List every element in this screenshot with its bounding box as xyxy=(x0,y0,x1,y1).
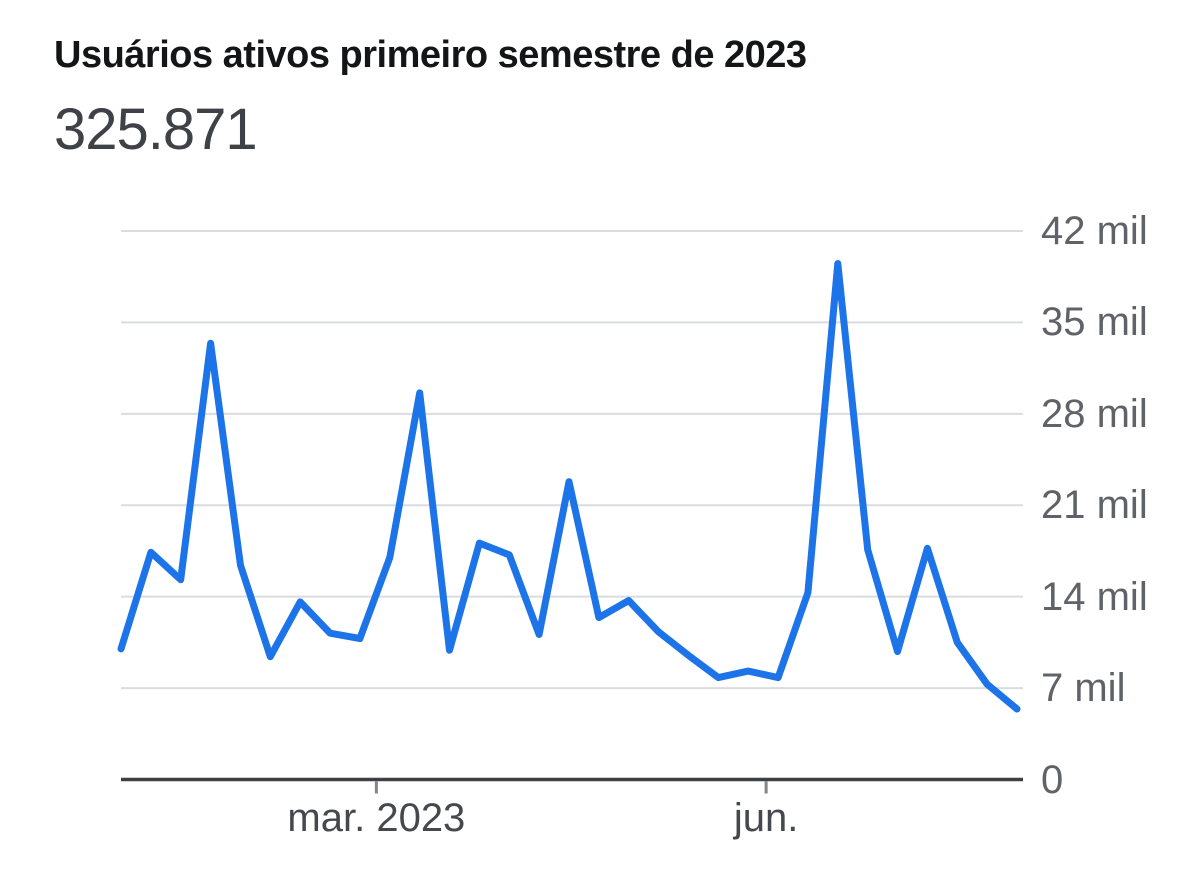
y-axis-label: 42 mil xyxy=(1041,209,1148,253)
y-axis-label: 21 mil xyxy=(1041,483,1148,528)
y-axis-label: 7 mil xyxy=(1041,666,1126,711)
y-axis-label: 14 mil xyxy=(1041,574,1148,619)
metric-total-value: 325.871 xyxy=(54,97,258,162)
x-axis-label: jun. xyxy=(733,796,799,840)
y-axis-label: 35 mil xyxy=(1041,300,1148,345)
chart-title: Usuários ativos primeiro semestre de 202… xyxy=(54,34,807,76)
data-line-usuários-ativos[interactable] xyxy=(117,260,1021,713)
y-axis-label: 28 mil xyxy=(1041,391,1148,436)
y-axis-label: 0 xyxy=(1041,757,1064,802)
x-axis-label: mar. 2023 xyxy=(287,796,466,840)
